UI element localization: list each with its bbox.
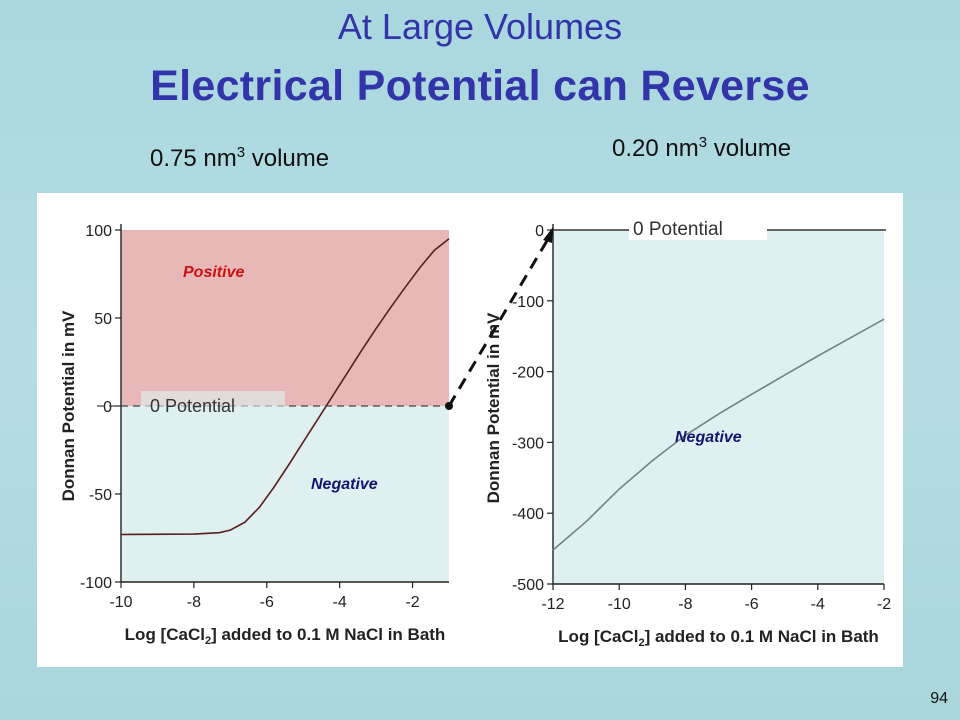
chart2-negative-label: Negative: [675, 429, 742, 446]
chart2-y-tick-label: -500: [512, 577, 544, 594]
chart1-region-negative: [121, 406, 449, 582]
chart1-x-tick-label: -10: [109, 594, 132, 611]
chart2-y-tick-label: -200: [512, 365, 544, 382]
chart1-series-line: [120, 238, 450, 536]
chart1-x-tick-label: -4: [333, 594, 347, 611]
chart1-y-tick-label: 50: [94, 311, 112, 328]
right-volume-suffix: volume: [707, 135, 792, 162]
right-volume-label: 0.20 nm3 volume: [612, 134, 791, 163]
chart2-x-tick-label: -10: [608, 596, 631, 613]
chart1-negative-label: Negative: [311, 476, 378, 493]
chart2-y-axis-label: Donnan Potential in mV: [484, 312, 503, 503]
chart1-x-tick-label: -2: [405, 594, 419, 611]
zero-potential-label-left: 0 Potential: [150, 396, 235, 416]
zero-label-bg-left: [141, 391, 285, 415]
chart1-x-tick-label: -8: [187, 594, 201, 611]
right-volume-exponent: 3: [698, 134, 708, 151]
left-volume-label: 0.75 nm3 volume: [150, 144, 329, 173]
zero-label-bg-right: [629, 216, 767, 240]
left-volume-suffix: volume: [245, 145, 330, 172]
slide-title-line1: At Large Volumes: [337, 6, 623, 47]
chart2-x-axis-label: Log [CaCl2] added to 0.1 M NaCl in Bath: [558, 627, 879, 649]
figure-panel: 100 50 0 -50 -100 -10 -8 -6 -4 -2 Donnan Potential…: [37, 193, 903, 667]
chart1-x-axis-label: Log [CaCl2] added to 0.1 M NaCl in Bath: [125, 625, 446, 647]
zero-potential-label-right: 0 Potential: [633, 219, 723, 240]
chart1-y-tick-label: -50: [89, 487, 112, 504]
slide-title-line2: Electrical Potential can Reverse: [150, 62, 810, 110]
chart1-y-tick-label: 100: [85, 223, 112, 240]
chart2-x-tick-label: -8: [678, 596, 692, 613]
chart1-y-tick-label: 0: [103, 399, 112, 416]
chart1-y-axis-label: Donnan Potential in mV: [59, 310, 78, 501]
chart2-series-line: [552, 318, 885, 551]
chart2-x-tick-label: -6: [744, 596, 758, 613]
left-volume-exponent: 3: [236, 144, 246, 161]
right-volume-prefix: 0.20 nm: [612, 135, 699, 162]
chart2-y-tick-label: -100: [512, 294, 544, 311]
chart2-x-tick-label: -2: [877, 596, 891, 613]
chart2-y-tick-label: -400: [512, 506, 544, 523]
left-volume-prefix: 0.75 nm: [150, 145, 237, 172]
page-number: 94: [930, 690, 948, 707]
chart2-x-tick-label: -4: [811, 596, 825, 613]
chart2-x-tick-label: -12: [541, 596, 564, 613]
chart1-y-tick-label: -100: [80, 575, 112, 592]
chart1-positive-label: Positive: [183, 264, 244, 281]
chart2-region-negative: [553, 230, 884, 584]
annotation-arrowhead: [543, 227, 553, 243]
annotation-dashed-arrow: [447, 233, 553, 407]
chart1-region-positive: [121, 230, 449, 406]
chart1-x-tick-label: -6: [260, 594, 274, 611]
chart2-y-tick-label: 0: [535, 223, 544, 240]
chart2-y-tick-label: -300: [512, 435, 544, 452]
